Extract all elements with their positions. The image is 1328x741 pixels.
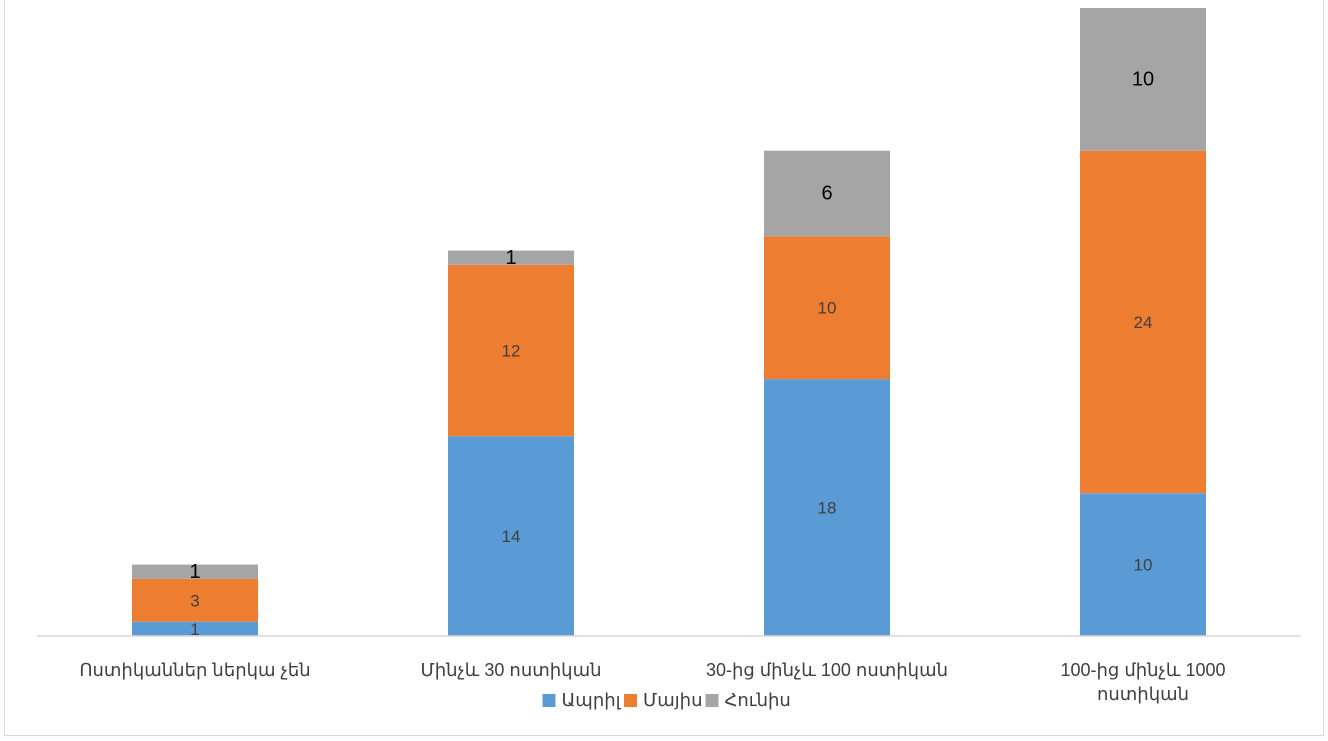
- data-label-1-category-2: 14: [502, 527, 521, 546]
- legend-swatch-2: [624, 694, 637, 707]
- bar-segment-3-category-3: [764, 150, 890, 237]
- category-label-1: Ոստիկաններ ներկա չեն: [79, 660, 310, 680]
- data-label-2-category-2: 12: [502, 342, 521, 361]
- data-label-3-category-4: 10: [1132, 68, 1154, 90]
- bar-segment-1-category-3: [764, 379, 890, 636]
- bar-segment-2-category-3: [764, 236, 890, 380]
- data-label-3-category-1: 1: [189, 561, 200, 583]
- data-label-2-category-4: 24: [1134, 313, 1153, 332]
- legend-label-3: Հունիս: [725, 690, 791, 710]
- bar-segment-1-category-4: [1080, 493, 1206, 636]
- legend-label-1: Ապրիլ: [562, 690, 622, 710]
- legend-swatch-1: [542, 694, 556, 707]
- data-label-3-category-3: 6: [821, 183, 832, 205]
- bars-layer: 1 3 1 14 12 1 18 10 6 10 24 10: [132, 8, 1206, 639]
- bar-segment-3-category-2: [448, 250, 574, 265]
- bar-segment-1-category-1: [132, 621, 258, 636]
- bar-segment-2-category-2: [448, 264, 574, 437]
- bar-segment-3-category-1: [132, 564, 258, 579]
- data-label-1-category-1: 1: [190, 620, 199, 639]
- data-label-3-category-2: 1: [505, 247, 516, 269]
- legend-swatch-3: [705, 694, 719, 707]
- category-label-2: Մինչև 30 ոստիկան: [420, 660, 601, 680]
- category-label-3: 30-ից մինչև 100 ոստիկան: [706, 660, 948, 680]
- legend-label-2: Մայիս: [643, 690, 702, 710]
- legend: Ապրիլ Մայիս Հունիս: [542, 690, 791, 710]
- data-label-2-category-3: 10: [818, 299, 837, 318]
- data-label-1-category-4: 10: [1134, 556, 1153, 575]
- stacked-bar-chart: 1 3 1 14 12 1 18 10 6 10 24 10 Ոստիկաններ ներկա չեն…: [37, 8, 1301, 710]
- bar-segment-2-category-1: [132, 578, 258, 622]
- bar-segment-1-category-2: [448, 436, 574, 636]
- data-label-2-category-1: 3: [190, 591, 199, 610]
- bar-segment-3-category-4: [1080, 8, 1206, 151]
- category-label-4: 100-ից մինչև 1000: [1061, 660, 1226, 680]
- category-labels: Ոստիկաններ ներկա չեն Մինչև 30 ոստիկան 30-ի…: [79, 660, 1225, 704]
- bar-segment-2-category-4: [1080, 150, 1206, 494]
- chart-frame: 1 3 1 14 12 1 18 10 6 10 24 10 Ոստիկաններ ներկա չեն…: [4, 0, 1324, 736]
- category-label-4: ոստիկան: [1097, 684, 1189, 704]
- data-label-1-category-3: 18: [818, 499, 837, 518]
